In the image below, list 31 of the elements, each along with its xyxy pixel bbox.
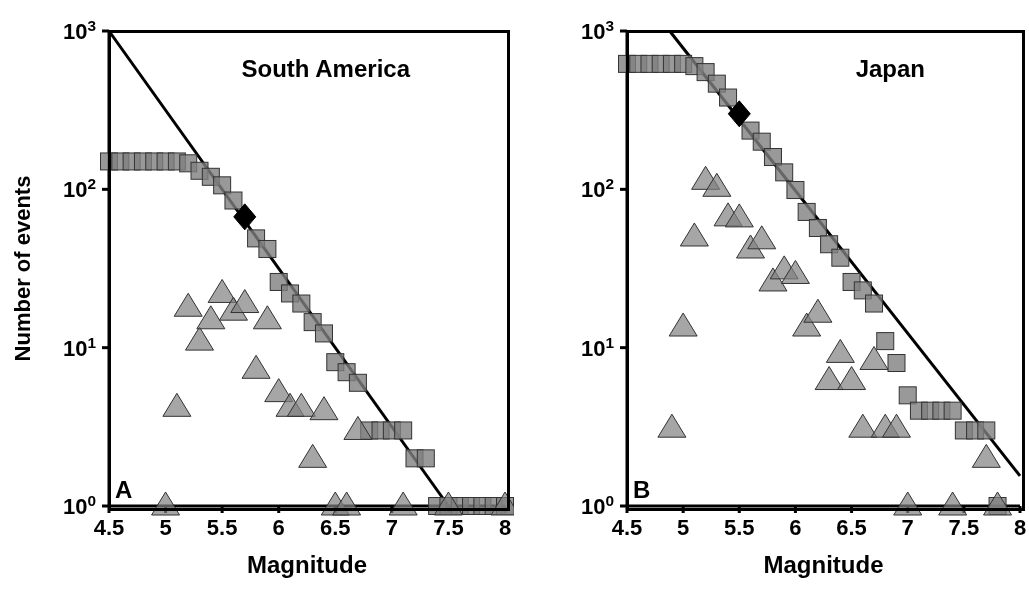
x-tick-label: 7	[901, 515, 914, 540]
x-tick-label: 5.5	[206, 515, 238, 540]
x-axis-title: Magnitude	[247, 551, 367, 578]
y-tick-label: 10$^{3}$	[580, 16, 614, 44]
y-tick-label: 10$^{2}$	[62, 174, 96, 203]
x-tick-label: 6	[272, 515, 285, 540]
x-tick-label: 7.5	[948, 515, 980, 540]
x-axis-title: Magnitude	[763, 551, 884, 578]
x-tick-label: 7	[385, 515, 398, 540]
y-axis-title: Number of events	[9, 175, 35, 362]
y-tick-label: 10$^{1}$	[580, 333, 615, 361]
x-tick-label: 4.5	[611, 515, 643, 540]
text: South America	[241, 55, 410, 82]
x-tick-label: 7.5	[433, 515, 464, 540]
x-tick-label: 8	[498, 515, 512, 540]
y-tick-label: 10$^{1}$	[62, 333, 97, 361]
annotation: A	[115, 476, 133, 503]
x-tick-label: 6.5	[836, 515, 867, 540]
x-tick-label: 5.5	[723, 515, 755, 540]
y-tick-label: 10$^{0}$	[580, 491, 614, 519]
annotation: B	[633, 476, 651, 503]
text: Japan	[855, 55, 925, 82]
x-tick-label: 6	[789, 515, 802, 540]
y-tick-label: 10$^{3}$	[62, 16, 96, 44]
x-tick-label: 5	[677, 515, 690, 540]
y-tick-label: 10$^{0}$	[62, 491, 96, 519]
x-tick-label: 4.5	[93, 515, 125, 540]
x-tick-label: 8	[1013, 515, 1027, 540]
x-tick-label: 6.5	[319, 515, 351, 540]
x-tick-label: 5	[159, 515, 172, 540]
y-tick-label: 10$^{2}$	[580, 174, 614, 203]
